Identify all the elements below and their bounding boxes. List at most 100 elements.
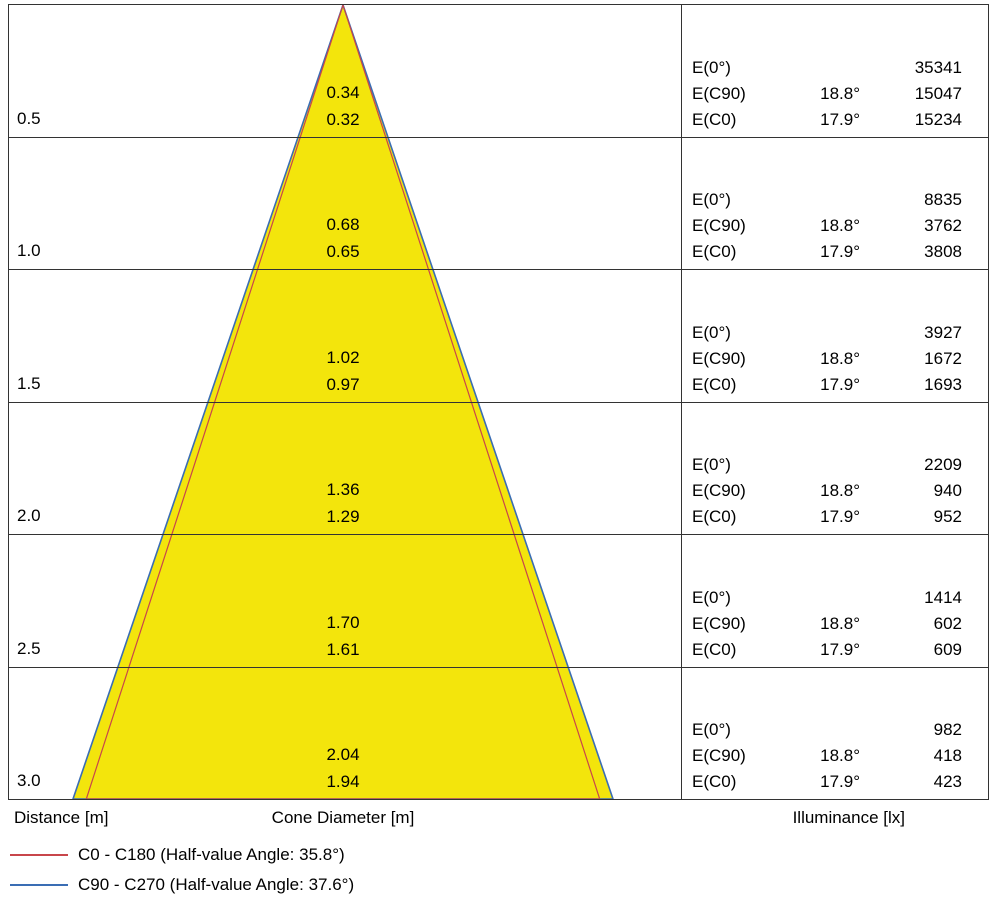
ec0-value: 952 [933,507,962,526]
e0-line: E(0°) 35341 [692,55,962,81]
cone-diameter-c90: 1.70 [326,612,360,632]
ec90-angle: 18.8° [820,746,860,765]
ec90-value: 1672 [924,348,962,368]
e0-angle [780,452,860,478]
e0-angle [780,187,860,213]
cone-diameter-c0: 1.29 [326,507,360,526]
ec0-angle: 17.9° [820,639,860,659]
cone-row-2.5m: 2.5 1.70 1.61 E(0°) 1414 E(C90) 18.8° 602 E… [9,535,988,668]
ec90-line: E(C90) 18.8° 3762 [692,213,962,239]
e0-label: E(0°) [692,322,731,342]
cone-diameter-c90: 0.68 [326,215,360,234]
cone-diameter-labels: 1.36 1.29 [326,476,359,530]
table-divider [681,5,682,799]
ec0-line: E(C0) 17.9° 609 [692,637,962,663]
e0-label: E(0°) [692,57,731,77]
ec90-value: 940 [933,481,962,500]
legend-item-c90: C90 - C270 (Half-value Angle: 37.6°) [10,870,354,900]
ec0-value: 423 [933,772,962,791]
e0-angle [780,585,860,611]
distance-label: 2.5 [17,638,41,658]
ec0-angle: 17.9° [820,374,860,394]
ec0-value: 1693 [924,374,962,394]
illuminance-block: E(0°) 2209 E(C90) 18.8° 940 E(C0) 17.9° 952 [682,452,988,530]
e0-label: E(0°) [692,455,731,474]
ec0-value: 3808 [924,242,962,261]
ec0-angle: 17.9° [820,242,860,261]
ec0-line: E(C0) 17.9° 423 [692,769,962,795]
ec0-label: E(C0) [692,639,737,659]
cone-row-1.0m: 1.0 0.68 0.65 E(0°) 8835 E(C90) 18.8° 3762 … [9,138,988,270]
illuminance-block: E(0°) 35341 E(C90) 18.8° 15047 E(C0) 17.9° 15… [682,55,988,133]
distance-label: 2.0 [17,506,41,525]
c0-line-swatch [10,854,68,856]
illuminance-block: E(0°) 982 E(C90) 18.8° 418 E(C0) 17.9° 423 [682,717,988,795]
e0-line: E(0°) 3927 [692,320,962,346]
distance-axis-label: Distance [m] [14,808,109,827]
e0-value: 982 [933,720,962,739]
cone-row-3.0m: 3.0 2.04 1.94 E(0°) 982 E(C90) 18.8° 418 E(… [9,668,988,800]
cone-diameter-labels: 1.02 0.97 [326,344,359,398]
e0-value: 8835 [924,190,962,209]
e0-label: E(0°) [692,587,731,607]
ec0-value: 609 [933,639,962,659]
e0-value: 2209 [924,455,962,474]
illuminance-block: E(0°) 8835 E(C90) 18.8° 3762 E(C0) 17.9° 3808 [682,187,988,265]
cone-diameter-c0: 0.97 [326,374,360,394]
cone-diameter-axis-label: Cone Diameter [m] [271,808,415,827]
ec90-label: E(C90) [692,481,746,500]
ec90-angle: 18.8° [820,481,860,500]
ec90-line: E(C90) 18.8° 15047 [692,81,962,107]
ec0-line: E(C0) 17.9° 1693 [692,372,962,398]
ec0-label: E(C0) [692,242,737,261]
ec0-label: E(C0) [692,374,737,394]
ec0-label: E(C0) [692,772,737,791]
ec0-angle: 17.9° [820,109,860,129]
e0-line: E(0°) 8835 [692,187,962,213]
ec0-label: E(C0) [692,507,737,526]
cone-diameter-c0: 1.61 [326,639,360,659]
cone-diameter-c0: 1.94 [326,772,360,791]
cone-diameter-c90: 1.02 [326,347,360,367]
distance-label: 3.0 [17,771,41,790]
distance-label: 0.5 [17,108,41,128]
ec0-line: E(C0) 17.9° 3808 [692,239,962,265]
cone-diameter-labels: 2.04 1.94 [326,741,359,795]
cone-diameter-c0: 0.32 [326,109,360,129]
distance-label: 1.0 [17,241,41,260]
e0-value: 35341 [914,57,962,77]
ec90-value: 3762 [924,216,962,235]
e0-angle [780,320,860,346]
e0-line: E(0°) 1414 [692,585,962,611]
distance-rows: 0.5 0.34 0.32 E(0°) 35341 E(C90) 18.8° 1504… [9,5,988,799]
cone-diameter-c90: 2.04 [326,745,360,764]
ec0-line: E(C0) 17.9° 952 [692,504,962,530]
cone-diameter-labels: 1.70 1.61 [326,609,359,663]
ec0-angle: 17.9° [820,507,860,526]
cone-diagram: 0.5 0.34 0.32 E(0°) 35341 E(C90) 18.8° 1504… [8,4,989,800]
ec90-label: E(C90) [692,746,746,765]
ec90-value: 15047 [914,83,962,103]
cone-diameter-labels: 0.34 0.32 [326,79,359,133]
ec90-angle: 18.8° [820,216,860,235]
ec90-angle: 18.8° [820,613,860,633]
ec90-value: 602 [933,613,962,633]
c90-line-swatch [10,884,68,886]
e0-angle [780,55,860,81]
ec90-value: 418 [933,746,962,765]
axis-labels: Distance [m] Cone Diameter [m] Illuminan… [8,808,989,834]
ec90-label: E(C90) [692,216,746,235]
e0-value: 3927 [924,322,962,342]
e0-label: E(0°) [692,190,731,209]
e0-value: 1414 [924,587,962,607]
e0-line: E(0°) 982 [692,717,962,743]
ec0-value: 15234 [914,109,962,129]
cone-diameter-labels: 0.68 0.65 [326,211,359,265]
cone-diameter-c90: 0.34 [326,82,360,102]
cone-diameter-c90: 1.36 [326,480,360,499]
cone-row-0.5m: 0.5 0.34 0.32 E(0°) 35341 E(C90) 18.8° 1504… [9,5,988,138]
cone-row-2.0m: 2.0 1.36 1.29 E(0°) 2209 E(C90) 18.8° 940 E… [9,403,988,535]
ec90-line: E(C90) 18.8° 940 [692,478,962,504]
e0-line: E(0°) 2209 [692,452,962,478]
ec90-angle: 18.8° [820,83,860,103]
